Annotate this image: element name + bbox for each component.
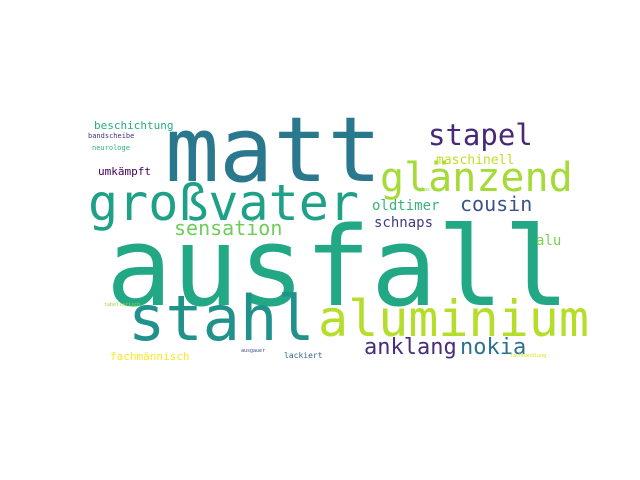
- word-beschichtung: beschichtung: [94, 119, 174, 132]
- word-grossvater: großvater: [88, 174, 359, 232]
- word-fachmaennisch: fachmännisch: [110, 350, 190, 363]
- word-cousin: cousin: [460, 192, 533, 216]
- word-ausgauer: ausgauer: [241, 348, 266, 354]
- word-oldtimer: oldtimer: [372, 198, 440, 214]
- word-alu: alu: [536, 233, 562, 249]
- word-tabellarisch: tabellarisch: [104, 302, 141, 308]
- word-aluminium: aluminium: [318, 290, 589, 348]
- word-glaenzend: glänzend: [380, 155, 573, 201]
- word-stapel: stapel: [428, 118, 533, 152]
- word-glas: glas: [418, 187, 431, 193]
- word-neurologe: neurologe: [92, 144, 130, 152]
- word-schnaps: schnaps: [374, 215, 434, 231]
- word-nokia: nokia: [460, 335, 527, 360]
- word-lackiert: lackiert: [284, 351, 323, 360]
- word-fachhandlung: fachhandlung: [510, 353, 547, 359]
- word-maschinell: maschinell: [436, 153, 515, 168]
- word-sensation: sensation: [174, 216, 283, 240]
- word-ausfall: ausfall: [106, 203, 570, 331]
- word-stahl: stahl: [128, 282, 315, 355]
- word-anklang: anklang: [364, 335, 457, 360]
- word-matt: matt: [165, 98, 382, 203]
- word-umkaempft: umkämpft: [98, 165, 151, 178]
- word-bandscheibe: bandscheibe: [88, 132, 135, 140]
